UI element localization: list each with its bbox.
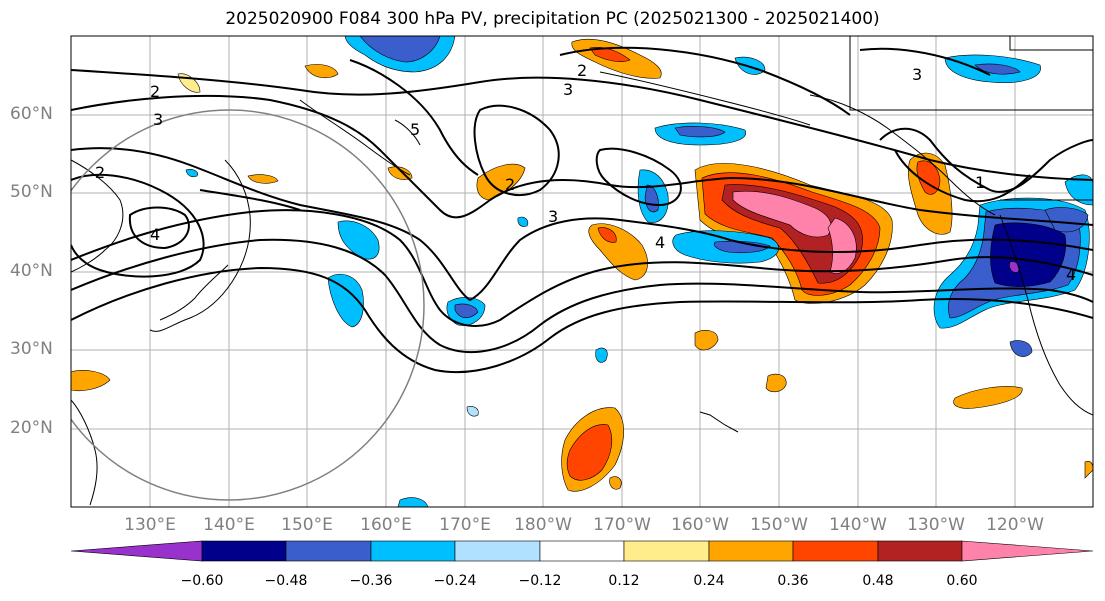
contour-label: 2 xyxy=(95,163,105,182)
colorbar-tick: 0.24 xyxy=(693,573,725,589)
lon-label: 140°E xyxy=(203,515,255,535)
lon-label: 140°W xyxy=(829,515,887,535)
lon-label: 170°E xyxy=(439,515,491,535)
colorbar-tick: 0.12 xyxy=(608,573,640,589)
lat-label: 30°N xyxy=(10,339,53,359)
contour-label: 2 xyxy=(505,175,515,194)
contour-label: 4 xyxy=(150,225,160,244)
colorbar-tick: −0.48 xyxy=(264,573,308,589)
contour-label: 3 xyxy=(548,207,558,226)
lat-label: 60°N xyxy=(10,104,53,124)
contour-label-group: 2 3 2 3 4 5 2 4 3 2 3 1 4 xyxy=(95,61,1076,284)
colorbar-tick: −0.24 xyxy=(433,573,477,589)
lon-label: 160°W xyxy=(671,515,729,535)
contour-label: 4 xyxy=(655,233,665,252)
map-frame xyxy=(70,35,1094,508)
lat-label: 40°N xyxy=(10,261,53,281)
coastlines xyxy=(71,36,1093,506)
contour-label: 4 xyxy=(1066,265,1076,284)
colorbar-tick: −0.60 xyxy=(180,573,224,589)
lon-label: 150°E xyxy=(281,515,333,535)
lon-label: 130°E xyxy=(124,515,176,535)
lon-label: 170°W xyxy=(593,515,651,535)
contour-label: 5 xyxy=(410,120,420,139)
lon-label: 120°W xyxy=(986,515,1044,535)
precip-anomaly-fills xyxy=(71,36,1093,507)
lon-label: 180°W xyxy=(514,515,572,535)
graticule xyxy=(71,36,1093,507)
lon-label: 160°E xyxy=(360,515,412,535)
map-title: 2025020900 F084 300 hPa PV, precipitatio… xyxy=(225,9,880,29)
colorbar-tick: 0.60 xyxy=(946,573,978,589)
colorbar-tick: −0.12 xyxy=(518,573,562,589)
contour-label: 3 xyxy=(153,110,163,129)
contour-label: 2 xyxy=(577,61,587,80)
reference-circle xyxy=(71,109,425,501)
colorbar-tick: 0.36 xyxy=(777,573,809,589)
lat-label: 20°N xyxy=(10,418,53,438)
colorbar-tick: 0.48 xyxy=(862,573,894,589)
contour-label: 3 xyxy=(563,80,573,99)
contour-label: 2 xyxy=(150,82,160,101)
lon-label: 130°W xyxy=(907,515,965,535)
lon-label: 150°W xyxy=(750,515,808,535)
lat-label: 50°N xyxy=(10,182,53,202)
contour-label: 3 xyxy=(912,65,922,84)
colorbar-tick: −0.36 xyxy=(349,573,393,589)
pv-contours xyxy=(71,46,1093,374)
contour-label: 1 xyxy=(975,173,985,192)
